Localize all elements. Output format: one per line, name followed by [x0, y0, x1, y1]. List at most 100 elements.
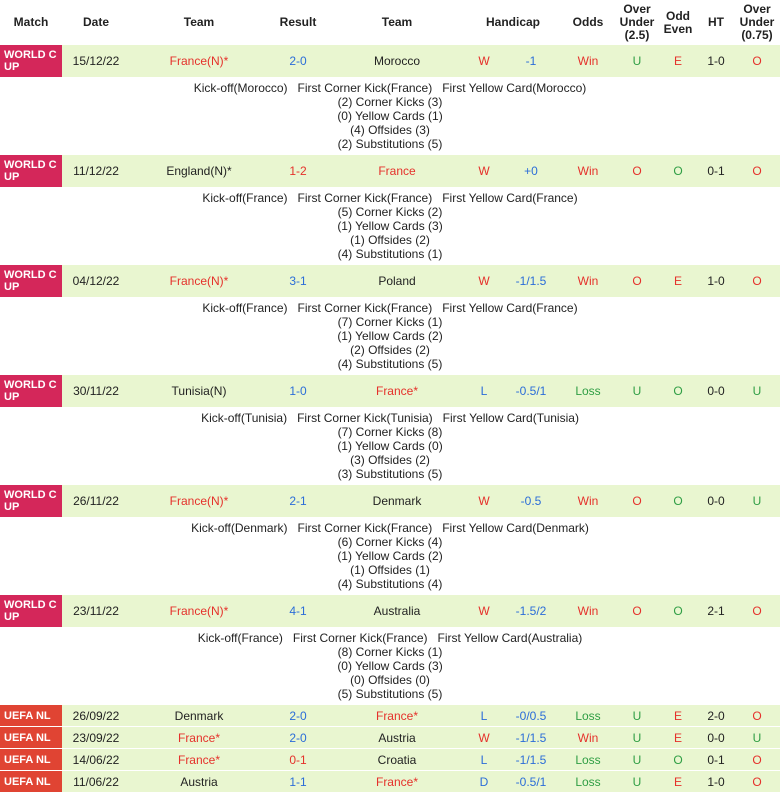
- competition-badge-line: UEFA NL: [4, 709, 51, 722]
- away-team[interactable]: Australia: [373, 604, 421, 618]
- odds-result: Loss: [575, 752, 601, 767]
- home-team[interactable]: France*: [177, 730, 221, 745]
- detail-head: Kick-off(Denmark) First Corner Kick(Fran…: [0, 521, 780, 535]
- match-row[interactable]: UEFA NL 26/09/22 Denmark 2-0 France* L -…: [0, 705, 780, 727]
- away-team[interactable]: Denmark: [372, 494, 422, 508]
- competition-badge: UEFA NL: [0, 727, 62, 748]
- detail-head: Kick-off(France) First Corner Kick(Franc…: [0, 301, 780, 315]
- competition-badge: WORLD C UP: [0, 265, 62, 297]
- over-under-075-result: O: [752, 752, 762, 767]
- header-over-under-075: Over Under (0.75): [739, 2, 775, 42]
- odd-even-result: E: [673, 54, 682, 68]
- table-body: WORLD C UP 15/12/22 France(N)* 2-0 Morocc…: [0, 45, 780, 793]
- away-team[interactable]: France*: [375, 774, 419, 789]
- detail-stat-line: (4) Substitutions (4): [337, 577, 443, 591]
- match-block: UEFA NL 14/06/22 France* 0-1 Croatia L -…: [0, 749, 780, 771]
- detail-stat-line: (4) Substitutions (5): [337, 357, 443, 371]
- match-block: WORLD C UP 26/11/22 France(N)* 2-1 Denmar…: [0, 485, 780, 595]
- match-row[interactable]: WORLD C UP 15/12/22 France(N)* 2-0 Morocc…: [0, 45, 780, 78]
- home-team[interactable]: France(N)*: [169, 54, 229, 68]
- handicap-line: -1/1.5: [515, 752, 547, 767]
- match-block: WORLD C UP 04/12/22 France(N)* 3-1 Poland…: [0, 265, 780, 375]
- home-team[interactable]: France(N)*: [169, 494, 229, 508]
- handicap-result: D: [479, 774, 489, 789]
- odds-result: Win: [577, 494, 599, 508]
- match-row[interactable]: WORLD C UP 04/12/22 France(N)* 3-1 Poland…: [0, 265, 780, 298]
- over-under-25-result: U: [632, 384, 642, 398]
- away-team[interactable]: Poland: [378, 274, 416, 288]
- match-row[interactable]: WORLD C UP 11/12/22 England(N)* 1-2 Franc…: [0, 155, 780, 188]
- match-date: 11/12/22: [73, 164, 119, 178]
- home-team[interactable]: France(N)*: [169, 274, 229, 288]
- handicap-line: -1: [525, 54, 537, 68]
- detail-stats: (5) Corner Kicks (2) (1) Yellow Cards (3)…: [0, 205, 780, 261]
- half-time-score: 0-0: [707, 384, 725, 398]
- match-row[interactable]: WORLD C UP 26/11/22 France(N)* 2-1 Denmar…: [0, 485, 780, 518]
- odd-even-result: E: [673, 774, 682, 789]
- kickoff-label: Kick-off(France): [202, 191, 288, 205]
- competition-cell: WORLD C UP: [0, 595, 62, 627]
- competition-badge-line: UP: [4, 611, 20, 623]
- match-row[interactable]: UEFA NL 14/06/22 France* 0-1 Croatia L -…: [0, 749, 780, 771]
- match-date: 14/06/22: [72, 752, 120, 767]
- detail-stat-line: (5) Substitutions (5): [337, 687, 443, 701]
- away-team[interactable]: France*: [375, 384, 419, 398]
- home-team[interactable]: Denmark: [174, 708, 224, 723]
- detail-stat-line: (7) Corner Kicks (1): [337, 315, 443, 329]
- away-team[interactable]: Croatia: [377, 752, 417, 767]
- match-block: WORLD C UP 23/11/22 France(N)* 4-1 Austra…: [0, 595, 780, 705]
- over-under-25-result: U: [632, 752, 642, 767]
- competition-badge-line: WORLD C: [4, 269, 57, 281]
- home-team[interactable]: Austria: [180, 774, 218, 789]
- over-under-25-result: U: [632, 708, 642, 723]
- match-date: 15/12/22: [72, 54, 120, 68]
- over-under-25-result: U: [632, 774, 642, 789]
- handicap-line: -1/1.5: [515, 730, 547, 745]
- match-row[interactable]: UEFA NL 23/09/22 France* 2-0 Austria W -…: [0, 727, 780, 749]
- away-team[interactable]: Morocco: [373, 54, 420, 68]
- match-block: WORLD C UP 11/12/22 England(N)* 1-2 Franc…: [0, 155, 780, 265]
- first-yellow-label: First Yellow Card(Australia): [437, 631, 583, 645]
- competition-badge-line: WORLD C: [4, 379, 57, 391]
- detail-stat-line: (1) Yellow Cards (0): [337, 439, 443, 453]
- match-block: WORLD C UP 15/12/22 France(N)* 2-0 Morocc…: [0, 45, 780, 155]
- match-row[interactable]: WORLD C UP 30/11/22 Tunisia(N) 1-0 France…: [0, 375, 780, 408]
- detail-stat-line: (6) Corner Kicks (4): [337, 535, 443, 549]
- match-detail: Kick-off(Denmark) First Corner Kick(Fran…: [0, 518, 780, 595]
- odd-even-result: O: [673, 604, 683, 618]
- detail-stats: (8) Corner Kicks (1) (0) Yellow Cards (3)…: [0, 645, 780, 701]
- half-time-score: 0-0: [707, 494, 725, 508]
- detail-stat-line: (0) Yellow Cards (3): [337, 659, 443, 673]
- handicap-line: -0.5/1: [515, 774, 547, 789]
- over-under-25-result: U: [632, 54, 642, 68]
- match-block: WORLD C UP 30/11/22 Tunisia(N) 1-0 France…: [0, 375, 780, 485]
- table-header: Match Date Team Result Team Handicap Odd…: [0, 0, 780, 45]
- handicap-result: W: [478, 730, 490, 745]
- match-result: 2-0: [289, 730, 307, 745]
- home-team[interactable]: England(N)*: [166, 164, 232, 178]
- match-block: UEFA NL 26/09/22 Denmark 2-0 France* L -…: [0, 705, 780, 727]
- home-team[interactable]: France*: [177, 752, 221, 767]
- kickoff-label: Kick-off(France): [202, 301, 288, 315]
- match-detail: Kick-off(France) First Corner Kick(Franc…: [0, 188, 780, 265]
- first-yellow-label: First Yellow Card(France): [442, 191, 578, 205]
- match-result: 2-1: [289, 494, 307, 508]
- match-date: 04/12/22: [72, 274, 120, 288]
- match-row[interactable]: UEFA NL 11/06/22 Austria 1-1 France* D -…: [0, 771, 780, 793]
- detail-stat-line: (7) Corner Kicks (8): [337, 425, 443, 439]
- home-team[interactable]: France(N)*: [169, 604, 229, 618]
- match-row[interactable]: WORLD C UP 23/11/22 France(N)* 4-1 Austra…: [0, 595, 780, 628]
- away-team[interactable]: France: [378, 164, 416, 178]
- header-team-away: Team: [381, 15, 413, 29]
- match-date: 26/09/22: [72, 708, 120, 723]
- handicap-result: L: [480, 384, 488, 398]
- first-corner-label: First Corner Kick(Tunisia): [297, 411, 433, 425]
- match-result: 1-2: [289, 164, 307, 178]
- away-team[interactable]: Austria: [378, 730, 416, 745]
- away-team[interactable]: France*: [375, 708, 419, 723]
- over-under-25-result: O: [632, 604, 642, 618]
- competition-badge-line: WORLD C: [4, 49, 57, 61]
- home-team[interactable]: Tunisia(N): [171, 384, 227, 398]
- competition-badge: UEFA NL: [0, 771, 62, 792]
- over-under-075-result: O: [752, 164, 762, 178]
